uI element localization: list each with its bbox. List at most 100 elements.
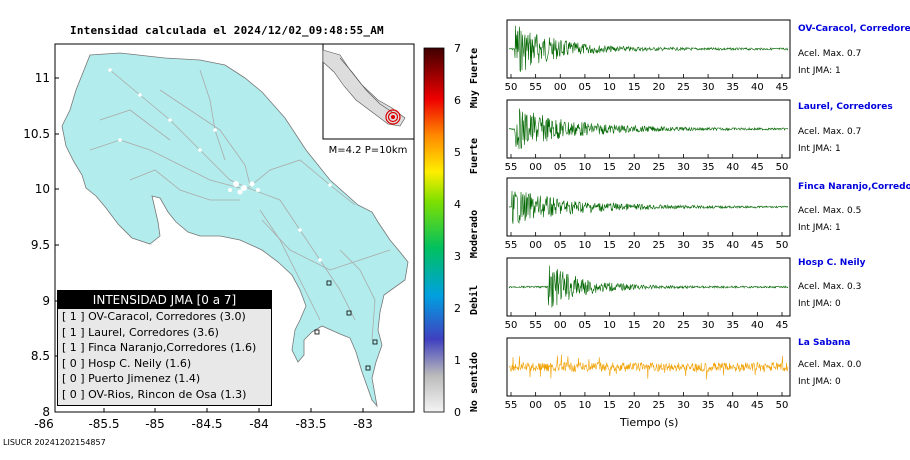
time-tick-label: 50 — [505, 320, 518, 331]
time-tick-label: 55 — [529, 82, 542, 93]
time-tick-label: 30 — [677, 240, 690, 251]
station-name: Hosp C. Neily — [798, 258, 866, 268]
time-tick-label: 45 — [751, 400, 764, 411]
scale-tick: 4 — [454, 198, 461, 211]
legend-row: [ 0 ] OV-Rios, Rincon de Osa (1.3) — [62, 387, 247, 401]
station-jma: Int JMA: 1 — [798, 144, 841, 154]
legend-header: INTENSIDAD JMA [0 a 7] — [58, 291, 271, 309]
legend-row: [ 1 ] Laurel, Corredores (3.6) — [62, 325, 219, 339]
time-tick-label: 10 — [579, 400, 592, 411]
time-tick-label: 50 — [776, 400, 789, 411]
lon-tick: -83.5 — [295, 417, 326, 431]
time-tick-label: 55 — [505, 162, 518, 173]
lat-tick: 10.5 — [23, 127, 50, 141]
time-tick-label: 05 — [554, 400, 567, 411]
time-tick-label: 45 — [751, 240, 764, 251]
lon-tick: -84 — [249, 417, 269, 431]
time-tick-label: 40 — [726, 400, 739, 411]
time-axis-label: Tiempo (s) — [620, 416, 679, 429]
seismogram-trace — [508, 190, 789, 224]
station-name: Finca Naranjo,Corredor — [798, 182, 910, 192]
seismogram-panels: 50 55 00 05 10 15 20 25 30 35 40 45 55 00 05 10 15 20 25 30… — [505, 19, 791, 411]
time-tick-label: 05 — [579, 320, 592, 331]
scale-tick: 0 — [454, 406, 461, 419]
time-tick-label: 10 — [603, 82, 616, 93]
lat-tick: 11 — [35, 71, 50, 85]
page-title: Intensidad calculada el 2024/12/02_09:48… — [70, 24, 384, 37]
time-tick-label: 35 — [726, 320, 739, 331]
time-tick-label: 10 — [579, 162, 592, 173]
station-acel: Acel. Max. 0.7 — [798, 127, 862, 137]
time-tick-label: 15 — [628, 320, 641, 331]
time-tick-label: 30 — [677, 162, 690, 173]
time-tick-label: 25 — [652, 240, 665, 251]
time-tick-label: 15 — [603, 240, 616, 251]
scale-label: Muy Fuerte — [469, 48, 480, 108]
time-tick-label: 15 — [603, 400, 616, 411]
time-tick-label: 00 — [529, 240, 542, 251]
lon-tick: -85.5 — [88, 417, 119, 431]
time-tick-label: 10 — [603, 320, 616, 331]
lon-tick: -85 — [145, 417, 165, 431]
scale-tick: 5 — [454, 146, 461, 159]
footer-id: LISUCR 20241202154857 — [3, 438, 106, 447]
legend-row: [ 1 ] OV-Caracol, Corredores (3.0) — [62, 310, 246, 323]
station-acel: Acel. Max. 0.5 — [798, 206, 862, 216]
lat-tick: 8 — [42, 405, 50, 419]
time-tick-label: 05 — [579, 82, 592, 93]
intensity-legend: INTENSIDAD JMA [0 a 7] [ 1 ] OV-Caracol,… — [57, 290, 272, 406]
colorbar-labels: Muy Fuerte Fuerte Moderado Debil No sent… — [468, 48, 480, 412]
scale-tick: 6 — [454, 94, 461, 107]
time-tick-label: 40 — [726, 162, 739, 173]
time-tick-label: 35 — [702, 400, 715, 411]
time-tick-label: 45 — [776, 320, 789, 331]
time-tick-label: 35 — [702, 240, 715, 251]
intensity-colorbar — [423, 47, 445, 413]
time-tick-label: 30 — [702, 82, 715, 93]
lat-tick: 8.5 — [31, 349, 50, 363]
scale-tick: 3 — [454, 250, 461, 263]
seismogram-trace — [508, 265, 789, 308]
scale-tick: 1 — [454, 354, 461, 367]
time-tick-label: 05 — [554, 162, 567, 173]
time-tick-label: 20 — [628, 400, 641, 411]
scale-label: Moderado — [469, 210, 480, 258]
legend-row: [ 1 ] Finca Naranjo,Corredores (1.6) — [62, 341, 257, 354]
time-tick-label: 40 — [726, 240, 739, 251]
legend-row: [ 0 ] Puerto Jimenez (1.4) — [62, 372, 201, 385]
time-tick-label: 40 — [751, 82, 764, 93]
seismogram-trace — [508, 108, 789, 150]
lon-tick: -84.5 — [191, 417, 222, 431]
station-acel: Acel. Max. 0.3 — [798, 282, 862, 292]
station-jma: Int JMA: 1 — [798, 66, 841, 76]
seismogram-trace — [508, 25, 789, 72]
time-tick-label: 00 — [529, 400, 542, 411]
time-tick-label: 20 — [652, 82, 665, 93]
time-tick-label: 10 — [579, 240, 592, 251]
time-tick-label: 20 — [652, 320, 665, 331]
seismogram-trace — [508, 354, 789, 380]
time-tick-label: 00 — [554, 320, 567, 331]
station-name: Laurel, Corredores — [798, 102, 893, 112]
station-name: La Sabana — [798, 338, 851, 348]
station-jma: Int JMA: 0 — [798, 377, 841, 387]
time-tick-label: 00 — [529, 162, 542, 173]
time-tick-label: 45 — [776, 82, 789, 93]
time-tick-label: 35 — [726, 82, 739, 93]
time-tick-label: 50 — [505, 82, 518, 93]
lat-tick: 9.5 — [31, 238, 50, 252]
time-tick-label: 55 — [505, 400, 518, 411]
seismogram-frame — [506, 257, 791, 317]
inset-label: M=4.2 P=10km — [329, 145, 408, 156]
time-tick-label: 25 — [652, 400, 665, 411]
legend-row: [ 0 ] Hosp C. Neily (1.6) — [62, 356, 192, 370]
map-land — [61, 52, 409, 408]
inset-map: M=4.2 P=10km — [322, 43, 415, 156]
scale-label: Fuerte — [469, 138, 480, 174]
station-jma: Int JMA: 1 — [798, 223, 841, 233]
time-tick-label: 20 — [628, 240, 641, 251]
scale-tick: 2 — [454, 302, 461, 315]
time-tick-label: 55 — [505, 240, 518, 251]
time-tick-label: 25 — [677, 320, 690, 331]
